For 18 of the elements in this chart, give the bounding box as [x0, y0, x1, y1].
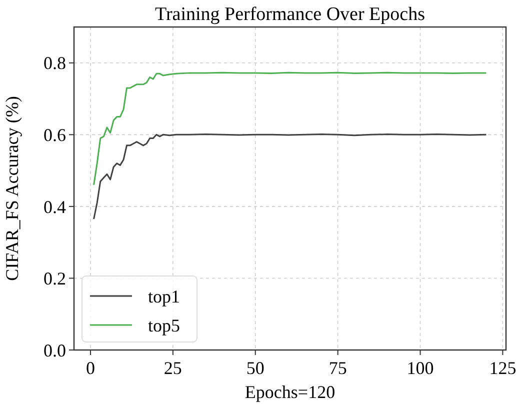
x-tick-label: 125	[489, 358, 516, 378]
legend-label: top1	[148, 286, 180, 306]
y-tick-label: 0.8	[44, 53, 66, 74]
line-series	[93, 72, 487, 186]
line-series	[93, 134, 487, 220]
x-tick-label: 0	[86, 358, 95, 378]
x-tick-label: 75	[328, 358, 347, 378]
x-tick-label: 25	[164, 358, 182, 378]
x-tick-label: 100	[406, 358, 434, 378]
y-tick-label: 0.4	[44, 196, 66, 217]
x-axis-title: Epochs=120	[244, 382, 336, 402]
legend-label: top5	[148, 315, 180, 336]
y-tick-label: 0.2	[44, 268, 66, 289]
y-tick-label: 0.6	[44, 124, 66, 145]
chart-title: Training Performance Over Epochs	[155, 4, 425, 25]
y-axis-title: CIFAR_FS Accuracy (%)	[2, 96, 22, 281]
y-tick-label: 0.0	[44, 340, 66, 360]
x-tick-label: 50	[246, 358, 264, 378]
